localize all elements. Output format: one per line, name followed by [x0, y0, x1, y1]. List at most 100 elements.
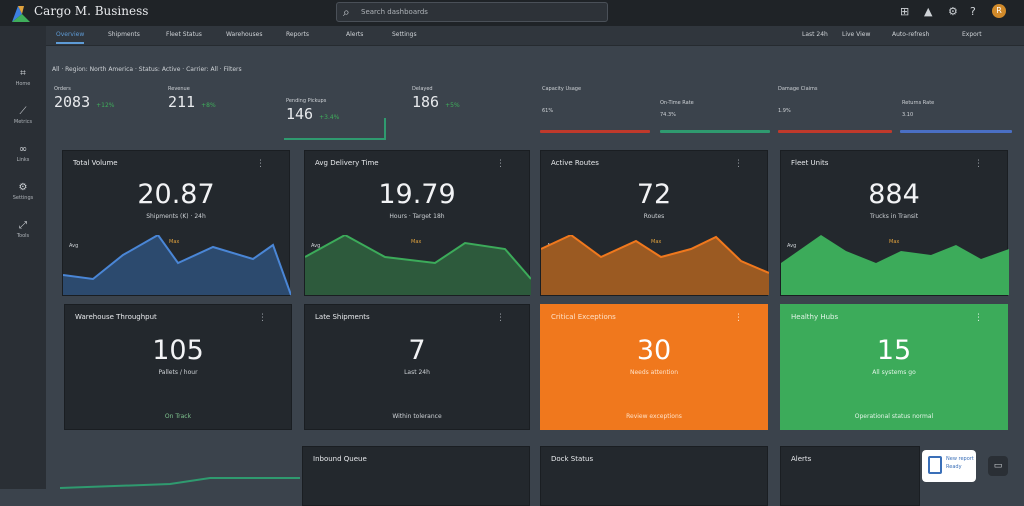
axis-label: Max [411, 239, 422, 245]
search-box[interactable]: ⌕ Search dashboards [336, 2, 608, 22]
kpi-ontime: On-Time Rate 74.3% [660, 100, 694, 118]
avatar[interactable]: R [992, 4, 1006, 18]
kpi-value: 186 [412, 93, 440, 111]
settings-icon[interactable]: ⚙ [948, 5, 958, 18]
time-range-button[interactable]: Last 24h [802, 31, 828, 38]
sidebar-item-label: Links [16, 157, 30, 163]
partial-trend-line [60, 477, 300, 489]
card-line1: New report [946, 456, 974, 462]
sidebar-item-metrics[interactable]: ⟋ Metrics [0, 106, 46, 125]
kpi-bar-damage [778, 130, 892, 133]
panel-total-volume[interactable]: Total Volume ⋮ 20.87 Shipments (K) · 24h… [62, 150, 291, 296]
panel-subtitle: Pallets / hour [158, 369, 198, 376]
panel-healthy-hubs[interactable]: Healthy Hubs ⋮ 15 All systems go Operati… [780, 304, 1008, 430]
sidebar-item-label: Settings [12, 195, 34, 201]
more-icon[interactable]: ⋮ [496, 313, 505, 323]
sidebar-item-links[interactable]: ∞ Links [0, 144, 46, 163]
panel-value: 72 [636, 179, 672, 210]
panel-title: Healthy Hubs [791, 313, 839, 321]
card-line2: Ready [946, 464, 962, 470]
kpi-value: 2083 [54, 93, 91, 111]
export-button[interactable]: Export [962, 31, 982, 38]
report-icon [928, 456, 942, 474]
tab-settings[interactable]: Settings [392, 31, 417, 38]
filter-bar[interactable]: All · Region: North America · Status: Ac… [52, 66, 242, 73]
panel-subtitle: Needs attention [629, 369, 679, 376]
chat-icon[interactable]: ▭ [988, 456, 1008, 476]
more-icon[interactable]: ⋮ [256, 159, 265, 169]
panel-title: Alerts [791, 455, 812, 463]
panel-late-shipments[interactable]: Late Shipments ⋮ 7 Last 24h Within toler… [304, 304, 530, 430]
more-icon[interactable]: ⋮ [974, 313, 983, 323]
delivery-sparkline [305, 235, 531, 295]
kpi-damage: Damage Claims 1.9% [778, 86, 818, 114]
apps-icon[interactable]: ⊞ [900, 5, 910, 18]
more-icon[interactable]: ⋮ [974, 159, 983, 169]
tab-fleet-status[interactable]: Fleet Status [166, 31, 202, 38]
sidebar-item-settings[interactable]: ⚙ Settings [0, 182, 46, 201]
panel-footer[interactable]: Review exceptions [626, 413, 682, 420]
sidebar-item-home[interactable]: ⌗ Home [0, 68, 46, 87]
more-icon[interactable]: ⋮ [258, 313, 267, 323]
kpi-value: 61% [542, 108, 554, 114]
more-icon[interactable]: ⋮ [734, 159, 743, 169]
help-icon[interactable]: ? [970, 5, 976, 18]
auto-refresh-toggle[interactable]: Auto-refresh [892, 31, 930, 38]
panel-active-routes[interactable]: Active Routes ⋮ 72 Routes Avg Max [540, 150, 769, 296]
alert-icon[interactable]: ▲ [924, 5, 933, 18]
axis-label: Max [169, 239, 180, 245]
tab-warehouses[interactable]: Warehouses [226, 31, 263, 38]
routes-sparkline [541, 235, 769, 295]
panel-value: 15 [876, 335, 912, 366]
panel-subtitle: Routes [643, 213, 665, 220]
panel-title: Fleet Units [791, 159, 829, 167]
more-icon[interactable]: ⋮ [496, 159, 505, 169]
panel-inbound-queue[interactable]: Inbound Queue [302, 446, 530, 506]
kpi-value: 1.9% [778, 108, 791, 114]
panel-value: 7 [408, 335, 426, 366]
top-bar: Cargo M. Business ⌕ Search dashboards ⊞ … [0, 0, 1024, 26]
panel-value: 19.79 [378, 179, 456, 210]
axis-label: Avg [311, 243, 321, 249]
sidebar-item-label: Tools [16, 233, 30, 239]
panel-title: Dock Status [551, 455, 594, 463]
kpi-value: 74.3% [660, 112, 676, 118]
grid-icon: ⌗ [20, 68, 26, 79]
panel-critical-exceptions[interactable]: Critical Exceptions ⋮ 30 Needs attention… [540, 304, 768, 430]
kpi-label: Orders [54, 86, 71, 92]
kpi-label: Delayed [412, 86, 433, 92]
sidebar-item-tools[interactable]: ⤢ Tools [0, 220, 46, 239]
tab-overview[interactable]: Overview [56, 31, 85, 44]
panel-fleet-units[interactable]: Fleet Units ⋮ 884 Trucks in Transit Avg … [780, 150, 1009, 296]
kpi-value: 146 [286, 105, 314, 123]
live-view-button[interactable]: Live View [842, 31, 871, 38]
tab-alerts[interactable]: Alerts [346, 31, 364, 38]
panel-alerts[interactable]: Alerts [780, 446, 920, 506]
axis-label: Avg [787, 243, 797, 249]
panel-subtitle: Shipments (K) · 24h [146, 213, 206, 220]
app-brand: Cargo M. Business [34, 4, 149, 18]
more-icon[interactable]: ⋮ [734, 313, 743, 323]
kpi-pending: Pending Pickups 146 +3.4% [286, 98, 339, 123]
panel-avg-delivery[interactable]: Avg Delivery Time ⋮ 19.79 Hours · Target… [304, 150, 531, 296]
report-ready-card[interactable]: New report Ready [922, 450, 976, 482]
tab-reports[interactable]: Reports [286, 31, 310, 38]
axis-label: Avg [69, 243, 79, 249]
kpi-value: 3.10 [902, 112, 914, 118]
tab-shipments[interactable]: Shipments [108, 31, 140, 38]
panel-throughput[interactable]: Warehouse Throughput ⋮ 105 Pallets / hou… [64, 304, 292, 430]
panel-subtitle: Last 24h [404, 369, 430, 376]
kpi-value: 211 [168, 93, 196, 111]
search-input[interactable]: Search dashboards [361, 8, 428, 16]
kpi-delta: +12% [96, 102, 115, 109]
axis-label: Max [889, 239, 900, 245]
tool-icon: ⤢ [19, 220, 27, 231]
link-icon: ∞ [18, 144, 28, 155]
panel-title: Warehouse Throughput [75, 313, 157, 321]
kpi-bar-capacity [540, 130, 650, 133]
chart-icon: ⟋ [19, 106, 27, 117]
kpi-delta: +5% [445, 102, 460, 109]
panel-dock-status[interactable]: Dock Status [540, 446, 768, 506]
search-icon: ⌕ [343, 5, 350, 19]
panel-title: Critical Exceptions [551, 313, 616, 321]
